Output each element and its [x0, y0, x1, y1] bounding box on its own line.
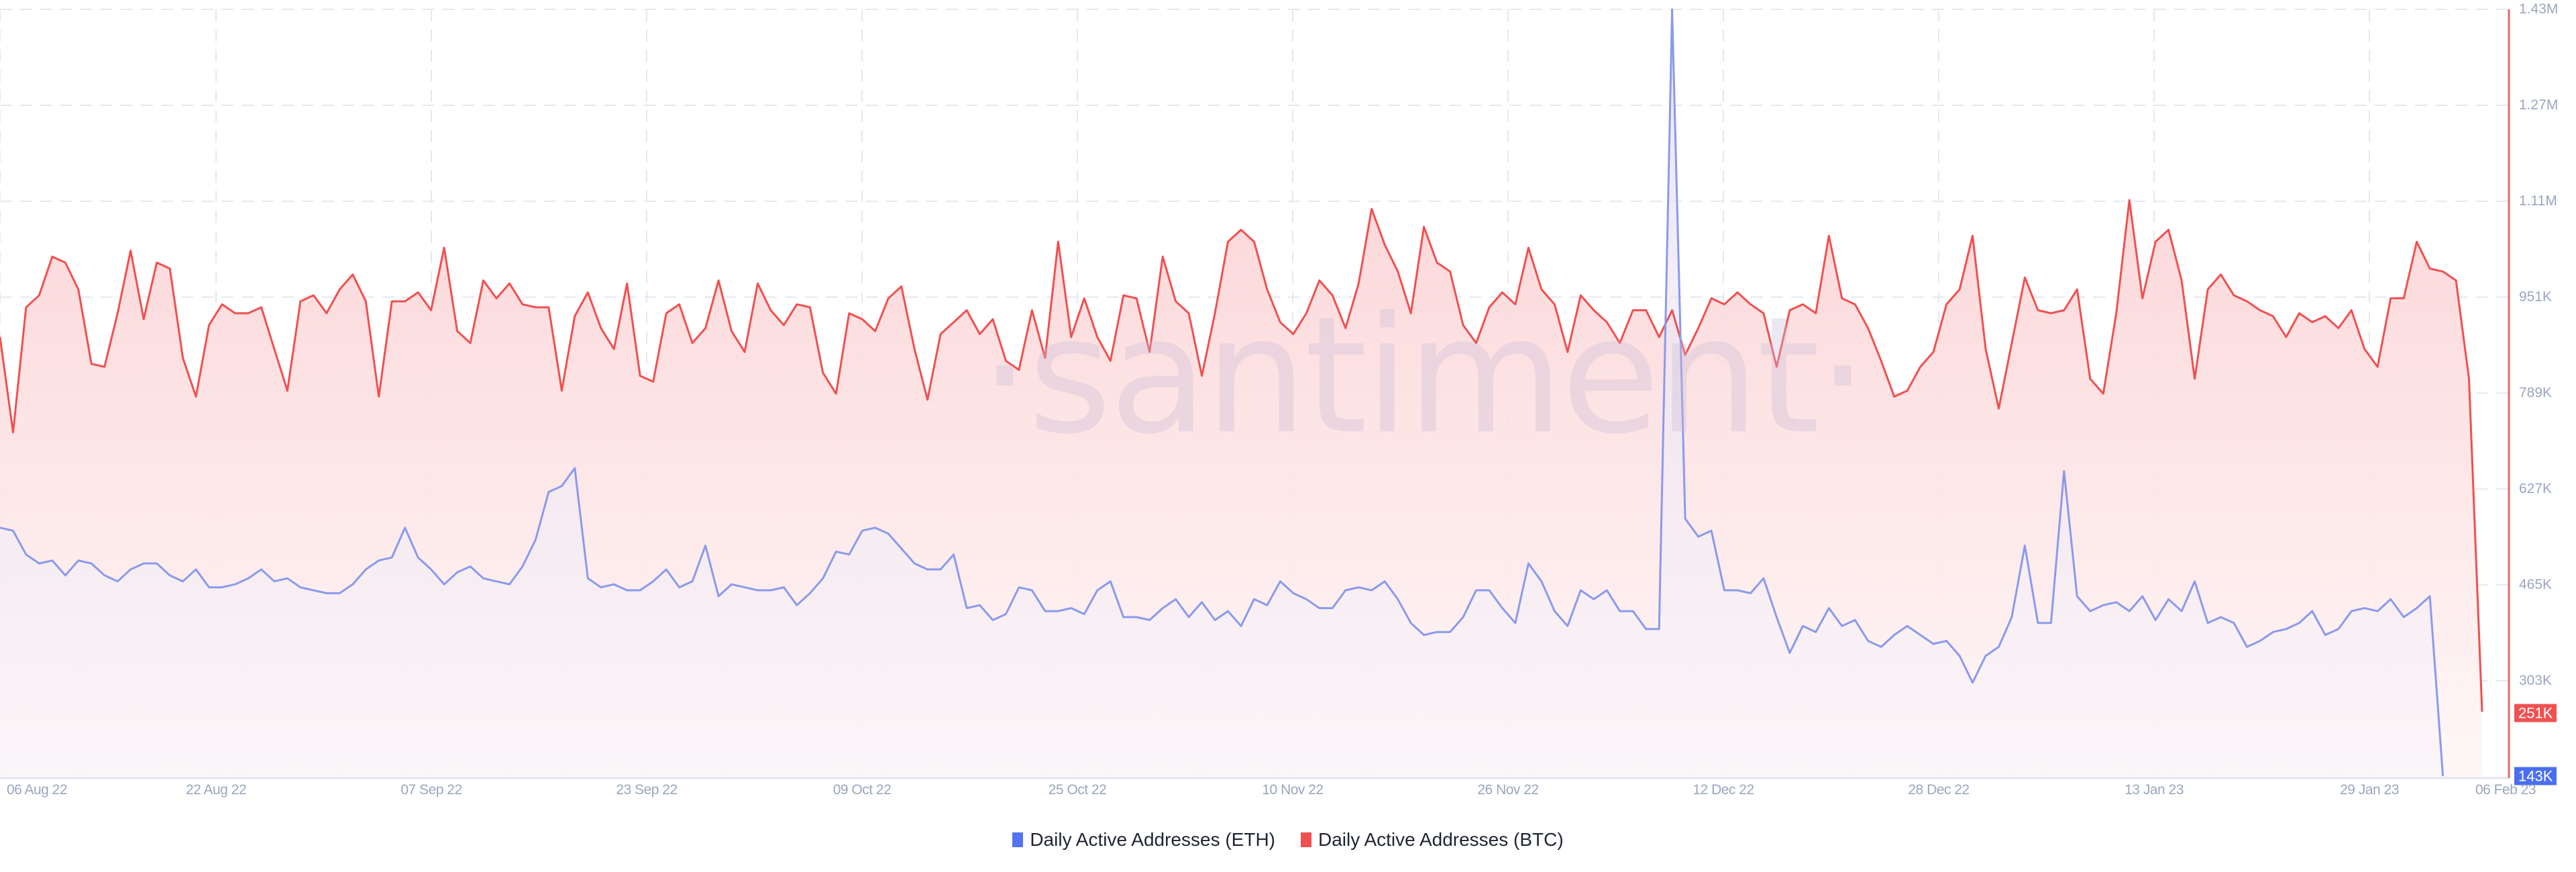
y-tick-label: 303K [2519, 673, 2553, 688]
x-tick-label: 12 Dec 22 [1693, 782, 1754, 798]
y-tick-label: 1.43M [2519, 1, 2559, 17]
legend-item-eth[interactable]: Daily Active Addresses (ETH) [1012, 829, 1275, 851]
chart-legend: Daily Active Addresses (ETH) Daily Activ… [0, 829, 2576, 851]
btc-color-swatch-icon [1301, 832, 1311, 847]
x-tick-label: 26 Nov 22 [1477, 782, 1539, 798]
x-tick-label: 13 Jan 23 [2125, 782, 2184, 798]
x-tick-label: 23 Sep 22 [616, 782, 678, 798]
legend-label: Daily Active Addresses (ETH) [1030, 829, 1275, 850]
x-tick-label: 09 Oct 22 [833, 782, 892, 798]
x-tick-label: 25 Oct 22 [1048, 782, 1107, 798]
x-tick-label: 06 Aug 22 [6, 782, 68, 798]
x-tick-label: 22 Aug 22 [185, 782, 247, 798]
legend-item-btc[interactable]: Daily Active Addresses (BTC) [1301, 829, 1564, 851]
eth-color-swatch-icon [1012, 832, 1024, 847]
y-tick-label: 1.27M [2519, 97, 2559, 113]
y-tick-label: 1.11M [2519, 193, 2557, 209]
eth-current-value-badge: 143K [2514, 767, 2557, 785]
legend-label: Daily Active Addresses (BTC) [1318, 829, 1564, 850]
x-tick-label: 06 Feb 23 [2475, 782, 2536, 798]
x-tick-label: 10 Nov 22 [1262, 782, 1324, 798]
y-tick-label: 627K [2519, 481, 2553, 496]
y-tick-label: 789K [2519, 385, 2553, 400]
y-tick-label: 951K [2519, 289, 2553, 305]
btc-current-value-badge: 251K [2514, 704, 2557, 722]
x-tick-label: 28 Dec 22 [1908, 782, 1970, 798]
x-tick-label: 29 Jan 23 [2340, 782, 2399, 798]
series-lines [0, 8, 2483, 777]
x-tick-label: 07 Sep 22 [400, 782, 462, 798]
y-tick-label: 465K [2519, 577, 2553, 592]
